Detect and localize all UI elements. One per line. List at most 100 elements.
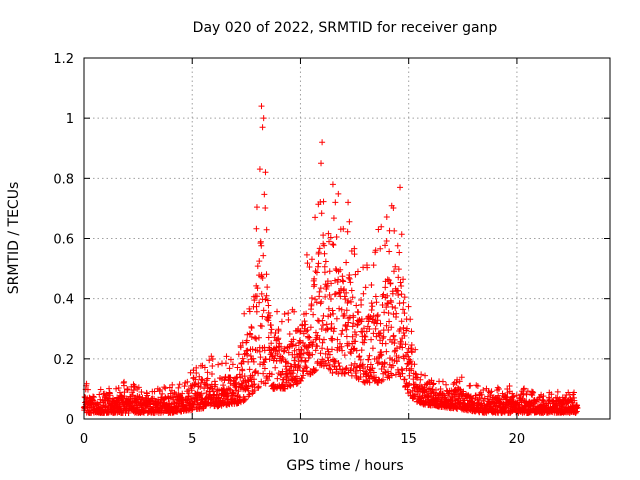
data-point (378, 378, 385, 385)
data-point (274, 308, 281, 315)
data-point (378, 352, 385, 359)
data-point (314, 263, 321, 270)
data-point (317, 285, 324, 292)
data-point (319, 339, 326, 346)
data-point (365, 318, 372, 325)
data-point (227, 356, 234, 363)
data-point (340, 225, 347, 232)
data-point (422, 372, 429, 379)
data-point (329, 241, 336, 248)
data-point (268, 340, 275, 347)
data-point (235, 381, 242, 388)
data-point (121, 389, 128, 396)
data-point (280, 348, 287, 355)
data-point (360, 290, 367, 297)
data-point (396, 300, 403, 307)
data-point (310, 339, 317, 346)
data-point (181, 383, 188, 390)
data-point (456, 378, 463, 385)
data-point (343, 326, 350, 333)
data-point (265, 309, 272, 316)
data-point (241, 310, 248, 317)
data-point (346, 218, 353, 225)
data-point (260, 115, 267, 122)
data-point (222, 360, 229, 367)
data-point (349, 294, 356, 301)
data-point (321, 263, 328, 270)
data-point (250, 355, 257, 362)
data-point (366, 366, 373, 373)
data-point (291, 308, 298, 315)
data-point (521, 385, 528, 392)
data-point (362, 284, 369, 291)
data-point (341, 370, 348, 377)
data-point (510, 393, 517, 400)
data-point (259, 275, 266, 282)
data-point (253, 204, 260, 211)
data-point (327, 366, 334, 373)
data-point (105, 395, 112, 402)
data-point (298, 347, 305, 354)
data-point (223, 353, 230, 360)
data-point (97, 386, 104, 393)
data-point (315, 260, 322, 267)
data-point (246, 305, 253, 312)
data-point (401, 310, 408, 317)
data-point (330, 242, 337, 249)
data-point (125, 409, 132, 416)
y-tick-label: 0.6 (53, 233, 74, 248)
data-point (355, 309, 362, 316)
data-point (237, 344, 244, 351)
data-point (377, 330, 384, 337)
data-point (411, 361, 418, 368)
data-point (254, 347, 261, 354)
x-tick-label: 5 (188, 432, 196, 447)
data-point (312, 214, 319, 221)
data-point (312, 268, 319, 275)
data-point (367, 361, 374, 368)
data-point (151, 388, 158, 395)
data-point (365, 356, 372, 363)
data-point (159, 390, 166, 397)
data-point (211, 378, 218, 385)
data-point (384, 276, 391, 283)
data-point (322, 258, 329, 265)
data-point (386, 277, 393, 284)
data-point (407, 345, 414, 352)
data-point (376, 359, 383, 366)
data-point (408, 328, 415, 335)
data-point (324, 326, 331, 333)
data-point (311, 281, 318, 288)
data-point (188, 387, 195, 394)
data-point (343, 259, 350, 266)
data-point (400, 324, 407, 331)
data-point (339, 277, 346, 284)
data-point (495, 385, 502, 392)
data-point (348, 298, 355, 305)
data-point (312, 366, 319, 373)
data-point (318, 298, 325, 305)
data-point (399, 344, 406, 351)
data-point (339, 347, 346, 354)
data-point (372, 247, 379, 254)
data-point (341, 370, 348, 377)
data-point (197, 392, 204, 399)
data-point (374, 313, 381, 320)
x-tick-label: 10 (292, 432, 309, 447)
data-point (308, 302, 315, 309)
data-point (305, 334, 312, 341)
data-point (296, 364, 303, 371)
data-point (198, 376, 205, 383)
data-point (185, 390, 192, 397)
data-point (253, 225, 260, 232)
data-point (124, 387, 131, 394)
data-point (352, 271, 359, 278)
data-point (290, 336, 297, 343)
data-point (369, 365, 376, 372)
data-point (83, 380, 90, 387)
data-point (366, 352, 373, 359)
data-point (96, 391, 103, 398)
data-point (330, 310, 337, 317)
data-point (226, 365, 233, 372)
data-point (310, 311, 317, 318)
